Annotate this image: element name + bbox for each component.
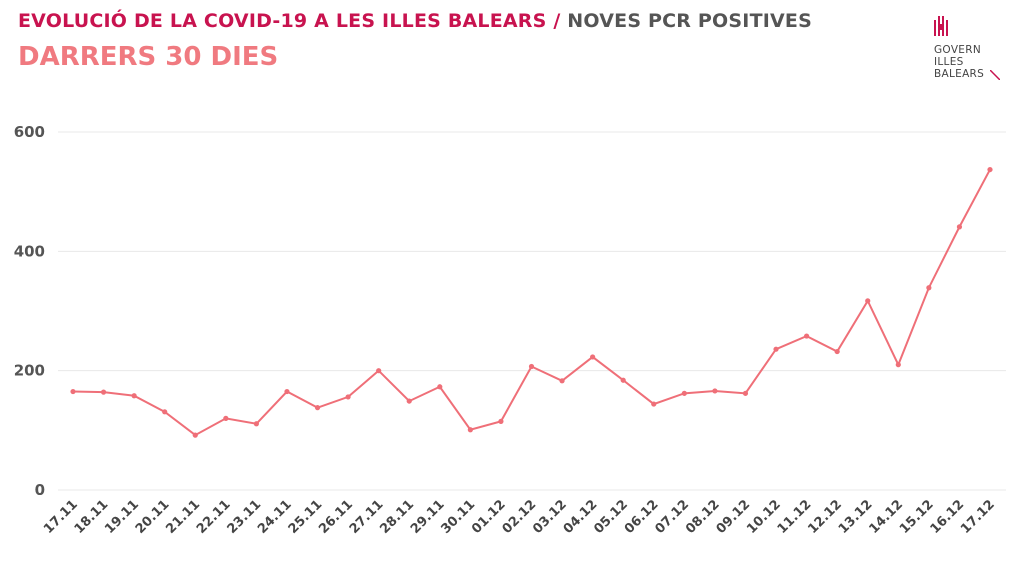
y-tick-label: 400 — [14, 242, 45, 260]
data-point — [467, 427, 473, 433]
x-tick-label: 29.11 — [408, 497, 448, 537]
data-point — [192, 432, 198, 438]
x-tick-label: 01.12 — [469, 497, 509, 537]
data-point — [284, 388, 290, 395]
data-point — [437, 384, 443, 390]
x-tick-label: 25.11 — [286, 497, 326, 537]
logo-slash-icon — [990, 70, 1000, 80]
data-point — [987, 166, 993, 173]
x-tick-label: 28.11 — [377, 497, 417, 537]
data-point — [559, 378, 565, 384]
data-point — [742, 390, 749, 396]
grid-lines — [58, 131, 1006, 491]
series-points — [70, 166, 993, 438]
data-point — [406, 398, 412, 404]
x-tick-label: 09.12 — [714, 497, 754, 537]
x-tick-label: 26.11 — [316, 497, 356, 537]
x-tick-label: 11.12 — [775, 497, 815, 537]
data-point — [70, 388, 76, 395]
x-tick-label: 23.11 — [225, 497, 265, 537]
y-tick-label: 200 — [14, 362, 45, 380]
data-point — [651, 401, 657, 407]
title-sub: NOVES PCR POSITIVES — [567, 10, 812, 32]
data-point — [345, 394, 351, 400]
govern-illes-balears-logo-icon — [934, 16, 948, 36]
data-point — [253, 421, 259, 427]
x-tick-label: 13.12 — [836, 497, 876, 537]
x-tick-label: 08.12 — [683, 497, 723, 537]
data-point — [926, 285, 932, 291]
data-point — [895, 362, 901, 368]
data-point — [528, 363, 535, 370]
x-tick-label: 20.11 — [133, 497, 173, 537]
x-tick-label: 27.11 — [347, 497, 387, 537]
x-tick-label: 06.12 — [622, 497, 662, 537]
x-tick-label: 10.12 — [744, 497, 784, 537]
x-tick-label: 05.12 — [591, 497, 631, 537]
data-point — [100, 389, 107, 395]
y-axis-ticks: 0 200 400 600 — [14, 123, 45, 499]
x-tick-label: 14.12 — [866, 497, 906, 537]
x-tick-label: 18.11 — [72, 497, 112, 537]
y-tick-label: 600 — [14, 123, 45, 141]
x-tick-label: 19.11 — [102, 497, 142, 537]
x-tick-label: 03.12 — [530, 497, 570, 537]
data-point — [223, 415, 229, 421]
data-point — [956, 224, 963, 230]
x-tick-label: 12.12 — [805, 497, 845, 537]
govern-logo: GOVERN ILLES BALEARS — [934, 14, 1014, 84]
data-point — [162, 409, 168, 415]
x-tick-label: 04.12 — [561, 497, 601, 537]
data-point — [376, 368, 382, 374]
data-point — [498, 418, 504, 424]
data-point — [804, 333, 810, 339]
y-tick-label: 0 — [35, 481, 45, 499]
x-tick-label: 07.12 — [652, 497, 692, 537]
data-point — [620, 377, 626, 383]
chart-title: EVOLUCIÓ DE LA COVID-19 A LES ILLES BALE… — [18, 10, 812, 32]
x-tick-label: 17.11 — [41, 497, 81, 537]
x-tick-label: 24.11 — [255, 497, 295, 537]
title-main: EVOLUCIÓ DE LA COVID-19 A LES ILLES BALE… — [18, 10, 547, 32]
x-tick-label: 22.11 — [194, 497, 234, 537]
x-tick-label: 02.12 — [500, 497, 540, 537]
data-point — [865, 298, 871, 304]
logo-text: GOVERN ILLES BALEARS — [934, 44, 985, 80]
data-point — [834, 348, 840, 355]
x-tick-label: 30.11 — [439, 497, 479, 537]
x-tick-label: 15.12 — [897, 497, 937, 537]
x-tick-label: 21.11 — [163, 497, 203, 537]
x-tick-label: 17.12 — [958, 497, 998, 537]
data-point — [681, 390, 687, 396]
data-point — [314, 405, 321, 411]
title-separator: / — [546, 10, 568, 32]
data-point — [773, 346, 779, 352]
data-point — [590, 354, 596, 360]
series-line — [72, 169, 991, 437]
chart-subtitle: DARRERS 30 DIES — [18, 42, 279, 72]
x-tick-label: 16.12 — [928, 497, 968, 537]
data-point — [712, 388, 718, 394]
data-point — [131, 393, 137, 399]
x-axis-ticks: 17.1118.1119.1120.1121.1122.1123.1124.11… — [41, 497, 998, 537]
